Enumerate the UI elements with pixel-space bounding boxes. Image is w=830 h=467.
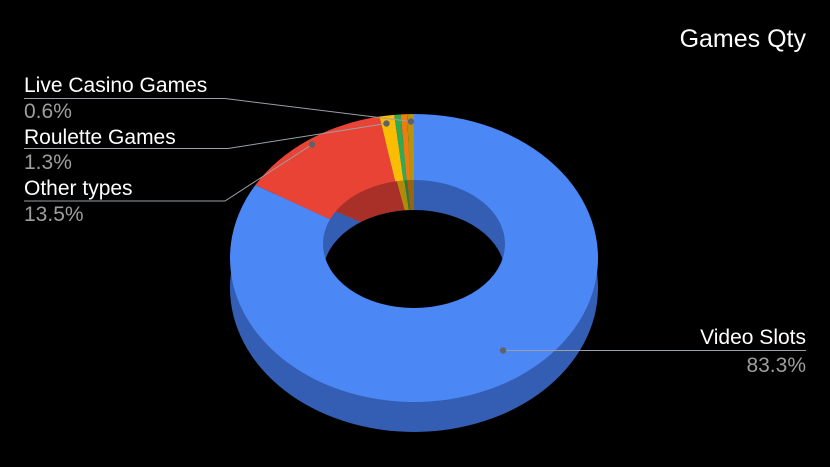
label-live-casino-games: Live Casino Games: [24, 74, 208, 97]
callout-dot-other-types: [308, 141, 316, 148]
chart-title: Games Qty: [679, 25, 806, 53]
callout-dot-live-casino-games: [407, 118, 415, 125]
value-live-casino-games: 0.6%: [24, 100, 72, 123]
callout-line-other-types: [24, 144, 313, 202]
label-video-slots: Video Slots: [700, 326, 806, 349]
label-other-types: Other types: [24, 177, 133, 200]
value-other-types: 13.5%: [24, 203, 84, 226]
value-video-slots: 83.3%: [746, 354, 806, 377]
callout-line-live-casino-games: [24, 98, 412, 122]
callout-dots: [308, 118, 507, 354]
value-roulette-games: 1.3%: [24, 151, 72, 174]
label-roulette-games: Roulette Games: [24, 126, 176, 149]
callout-line-roulette-games: [24, 123, 387, 149]
callout-dot-roulette-games: [383, 120, 390, 127]
callout-lines: [24, 98, 806, 351]
callout-dot-video-slots: [499, 347, 507, 354]
